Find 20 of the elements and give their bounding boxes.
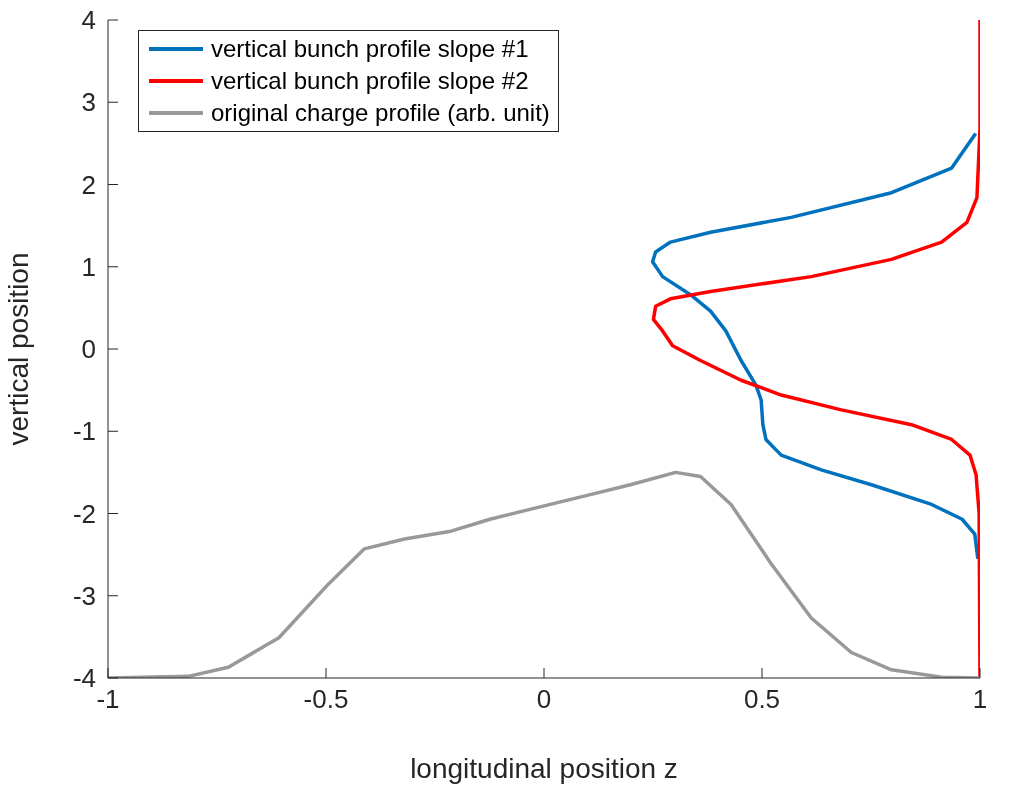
y-tick-label: 0 xyxy=(81,334,96,365)
y-axis-title: vertical position xyxy=(2,252,34,446)
line-series xyxy=(651,20,980,678)
y-tick-label: 4 xyxy=(81,5,96,36)
y-tick-label: 3 xyxy=(81,87,96,118)
x-axis-title: longitudinal position z xyxy=(410,753,678,784)
x-tick-label: 1 xyxy=(972,684,988,715)
legend-label: original charge profile (arb. unit) xyxy=(211,98,550,128)
legend-label: vertical bunch profile slope #2 xyxy=(211,66,529,96)
y-tick-label: -2 xyxy=(72,498,96,529)
y-tick-label: 1 xyxy=(81,251,96,282)
y-tick-label: -1 xyxy=(72,416,96,447)
legend-label: vertical bunch profile slope #1 xyxy=(211,34,529,64)
y-tick-label: -3 xyxy=(72,580,96,611)
y-tick-label: -4 xyxy=(72,663,96,694)
x-tick-label: -0.5 xyxy=(303,684,349,715)
x-tick-label: 0.5 xyxy=(743,684,781,715)
line-series xyxy=(650,131,980,561)
x-tick-label: 0 xyxy=(536,684,552,715)
y-tick-label: 2 xyxy=(81,169,96,200)
